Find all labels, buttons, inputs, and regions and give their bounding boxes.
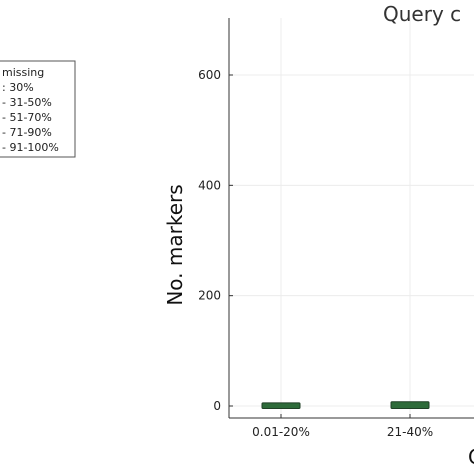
x-tick-label: 0.01-20% — [252, 425, 310, 439]
legend-entry: : 30% — [2, 81, 34, 94]
y-tick-label: 600 — [198, 68, 221, 82]
y-axis-title: No. markers — [163, 184, 187, 305]
legend-entry: - 71-90% — [2, 126, 52, 139]
y-tick-label: 0 — [213, 399, 221, 413]
x-ticks: 0.01-20% 21-40% — [252, 414, 433, 439]
legend-entry: - 31-50% — [2, 96, 52, 109]
chart-title: Query c — [383, 2, 461, 26]
x-tick-label: 21-40% — [387, 425, 433, 439]
bars — [261, 401, 430, 410]
grid-lines — [229, 18, 474, 418]
legend-entry: - 51-70% — [2, 111, 52, 124]
y-tick-label: 400 — [198, 178, 221, 192]
y-tick-label: 200 — [198, 289, 221, 303]
legend: missing : 30% - 31-50% - 51-70% - 71-90% - 91… — [0, 60, 76, 158]
legend-entries: missing : 30% - 31-50% - 51-70% - 71-90% - 91… — [2, 66, 59, 154]
bar — [261, 402, 301, 410]
legend-entry: missing — [2, 66, 44, 79]
bar — [390, 401, 430, 410]
y-ticks: 0 200 400 600 — [198, 68, 233, 413]
legend-entry: - 91-100% — [2, 141, 59, 154]
legend-box — [0, 60, 76, 158]
x-axis-title: C — [468, 445, 474, 469]
